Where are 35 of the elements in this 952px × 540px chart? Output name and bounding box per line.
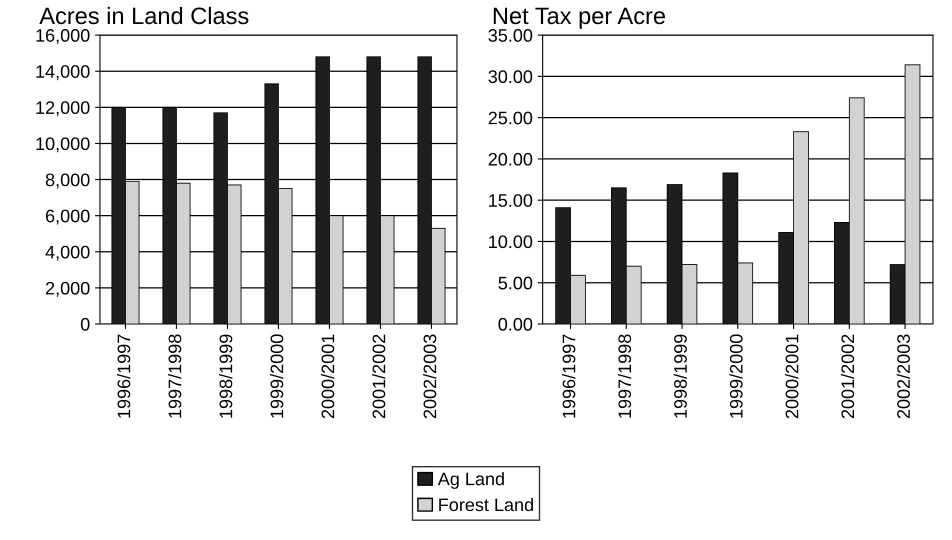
x-tick-label: 1998/1999 <box>219 334 232 418</box>
x-tick-label: 1999/2000 <box>729 334 743 418</box>
x-tick-label: 2000/2001 <box>785 334 798 418</box>
y-tick-label: 30.00 <box>488 70 532 84</box>
y-tick-label: 20.00 <box>488 152 532 166</box>
x-tick-label: 1997/1998 <box>618 334 632 418</box>
y-tick-label: 5.00 <box>498 276 532 290</box>
x-tick-label: 2001/2002 <box>840 334 854 418</box>
legend-label: Forest Land <box>439 498 533 512</box>
y-tick-label: 15.00 <box>489 194 532 207</box>
x-tick-label: 1998/1999 <box>674 334 687 418</box>
y-tick-label: 10.00 <box>489 235 532 248</box>
x-tick-label: 1999/2000 <box>270 334 284 418</box>
x-tick-label: 1996/1997 <box>117 334 130 418</box>
y-tick-label: 14,000 <box>36 65 90 80</box>
y-tick-label: 0.00 <box>498 318 532 331</box>
x-tick-label: 2000/2001 <box>321 334 334 418</box>
y-tick-label: 6,000 <box>46 210 90 225</box>
chart-title: Net Tax per Acre <box>494 8 665 29</box>
x-tick-label: 2002/2003 <box>896 334 910 418</box>
x-tick-label: 1996/1997 <box>562 334 576 418</box>
chart-title: Acres in Land Class <box>39 6 248 24</box>
y-tick-label: 0 <box>80 318 90 331</box>
y-tick-label: 35.00 <box>488 29 532 42</box>
y-tick-label: 10,000 <box>36 137 90 152</box>
legend-label: Ag Land <box>438 472 504 489</box>
y-tick-label: 12,000 <box>36 101 90 116</box>
y-tick-label: 25.00 <box>488 112 532 124</box>
x-tick-label: 2001/2002 <box>372 334 386 418</box>
x-tick-label: 2002/2003 <box>423 334 436 418</box>
y-tick-label: 4,000 <box>45 246 90 261</box>
x-tick-label: 1997/1998 <box>168 334 182 418</box>
y-tick-label: 2,000 <box>46 282 90 297</box>
y-tick-label: 16,000 <box>36 29 90 44</box>
y-tick-label: 8,000 <box>46 173 90 188</box>
